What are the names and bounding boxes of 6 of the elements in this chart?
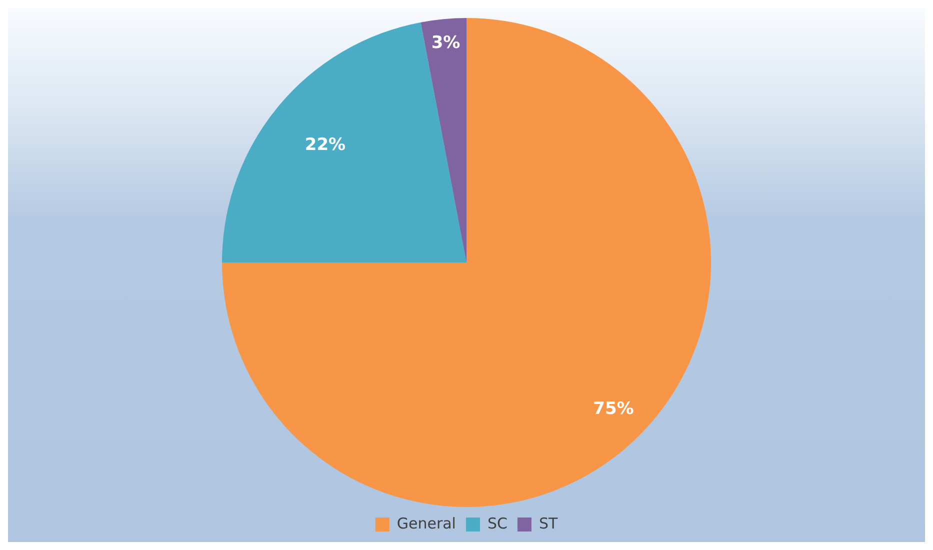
- legend-label: General: [396, 514, 456, 532]
- legend-label: SC: [487, 514, 508, 532]
- data-label: 22%: [304, 135, 346, 156]
- data-label: 3%: [431, 32, 460, 53]
- legend-label: ST: [538, 514, 558, 532]
- data-label: 75%: [593, 398, 634, 419]
